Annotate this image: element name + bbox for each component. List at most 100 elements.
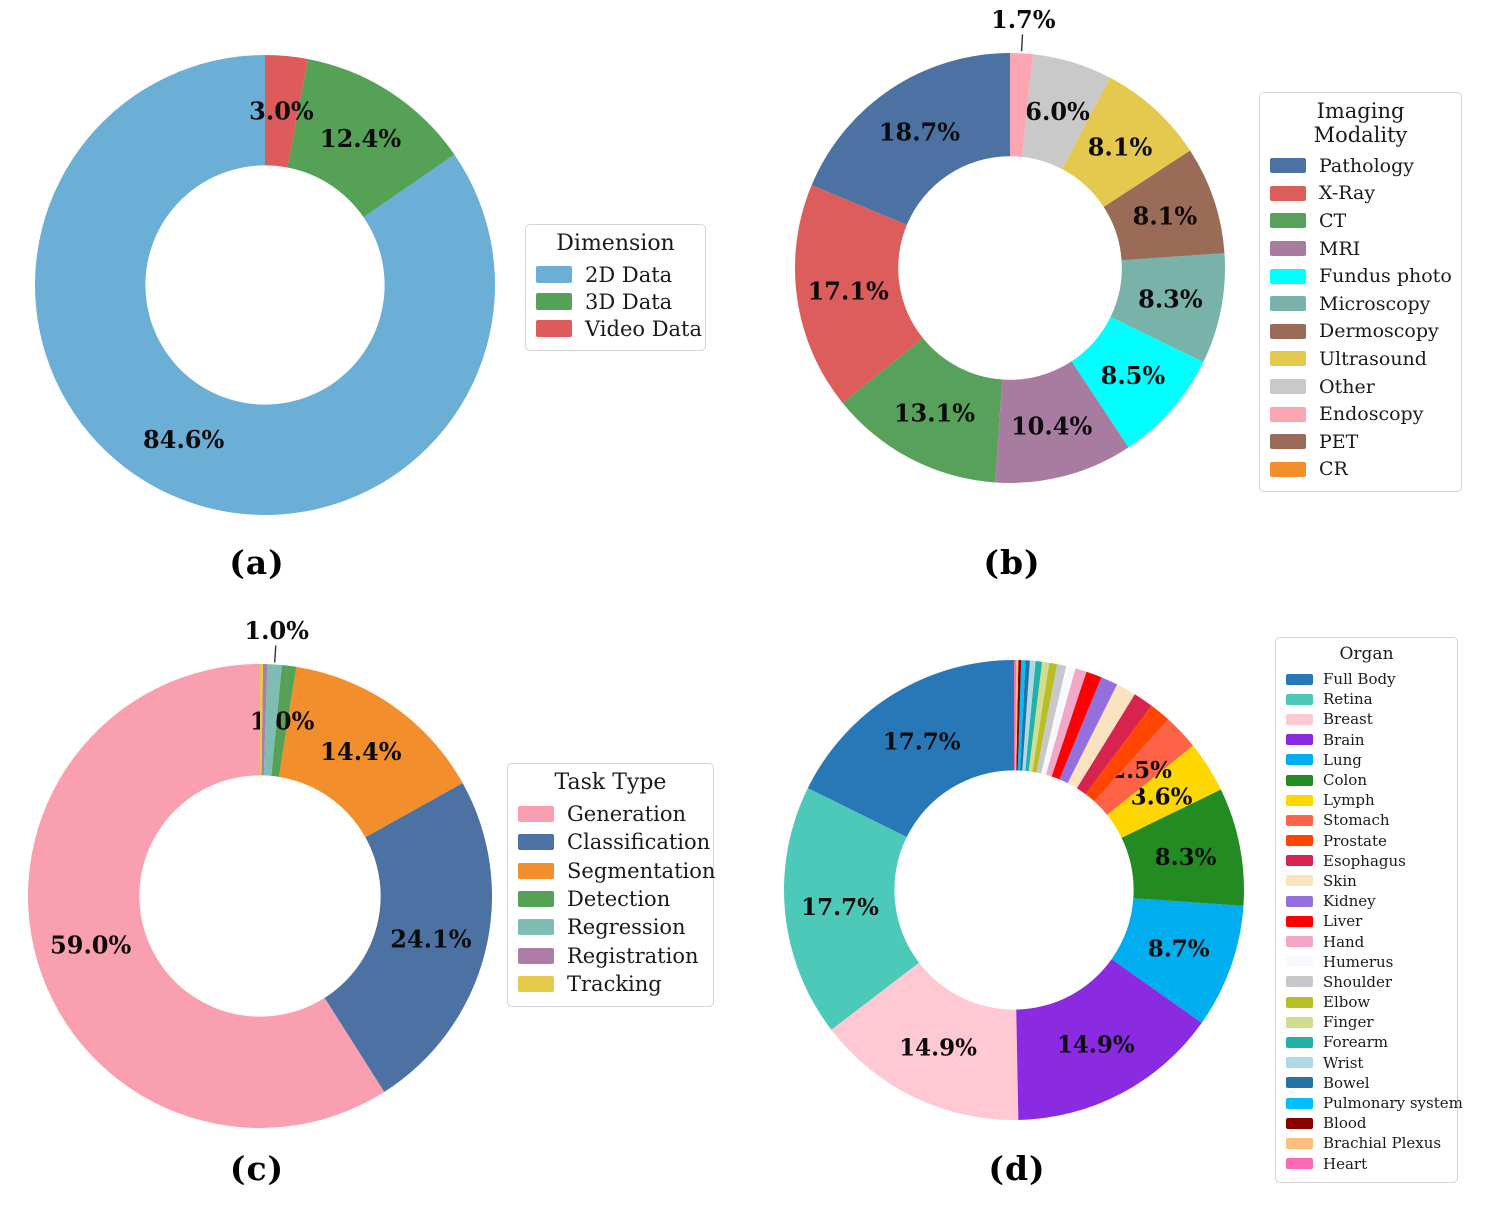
legend-swatch-ct <box>1270 213 1306 229</box>
slice-d-lung <box>1111 898 1244 1023</box>
legend-swatch-classification <box>518 834 554 851</box>
legend-label-2d-data: 2D Data <box>585 262 673 287</box>
legend-swatch-liver <box>1286 915 1313 927</box>
legend-item-esophagus: Esophagus <box>1286 851 1447 871</box>
legend-label-detection: Detection <box>567 887 671 912</box>
legend-swatch-hand <box>1286 936 1313 948</box>
legend-label-segmentation: Segmentation <box>567 858 716 883</box>
slice-c-regression <box>263 664 282 776</box>
pct-label-d-retina: 17.7% <box>801 894 879 921</box>
slice-b-ultrasound <box>1062 77 1191 207</box>
slice-a-video-data <box>265 55 309 168</box>
pct-label-d-breast: 14.9% <box>899 1035 977 1062</box>
legend-item-generation: Generation <box>518 800 703 828</box>
legend-title-dimension: Dimension <box>556 231 675 256</box>
slice-d-heart <box>1014 660 1017 771</box>
legend-item-endoscopy: Endoscopy <box>1270 400 1451 428</box>
legend-item-pathology: Pathology <box>1270 152 1451 180</box>
legend-item-forearm: Forearm <box>1286 1032 1447 1052</box>
legend-item-humerus: Humerus <box>1286 952 1447 972</box>
pct-label-b-ct: 13.1% <box>894 398 975 427</box>
legend-swatch-brachial-plexus <box>1286 1137 1313 1149</box>
legend-swatch-cr <box>1270 461 1306 477</box>
pct-label-d-full-body: 17.7% <box>883 729 961 756</box>
pct-label-b-fundus-photo: 8.5% <box>1101 361 1166 390</box>
legend-items-organ: Full Body Retina Breast Brain Lung Colon Lymph… <box>1286 669 1463 1174</box>
legend-item-x-ray: X-Ray <box>1270 180 1451 208</box>
slice-d-brachial-plexus <box>1015 660 1019 771</box>
legend-item-liver: Liver <box>1286 911 1447 931</box>
legend-swatch-lung <box>1286 754 1313 766</box>
slice-b-other <box>1021 54 1111 170</box>
legend-item-finger: Finger <box>1286 1012 1447 1032</box>
legend-label-endoscopy: Endoscopy <box>1319 403 1424 426</box>
legend-swatch-pulmonary-system <box>1286 1097 1313 1109</box>
legend-item-3d-data: 3D Data <box>536 288 695 315</box>
legend-label-forearm: Forearm <box>1323 1033 1389 1052</box>
pct-label-d-lymph: 3.6% <box>1131 783 1193 810</box>
legend-swatch-2d-data <box>536 266 572 283</box>
slice-d-kidney <box>1059 677 1118 784</box>
legend-label-ultrasound: Ultrasound <box>1319 347 1427 370</box>
legend-label-mri: MRI <box>1319 237 1361 260</box>
legend-item-full-body: Full Body <box>1286 669 1447 689</box>
slice-d-pulmonary-system <box>1017 660 1026 771</box>
legend-item-regression: Regression <box>518 913 703 941</box>
legend-swatch-fundus-photo <box>1270 268 1306 284</box>
slice-c-segmentation <box>278 666 463 838</box>
legend-item-bowel: Bowel <box>1286 1073 1447 1093</box>
legend-item-microscopy: Microscopy <box>1270 290 1451 318</box>
pct-label-b-pathology: 18.7% <box>879 117 960 146</box>
slice-d-blood <box>1016 660 1022 771</box>
legend-label-esophagus: Esophagus <box>1323 851 1406 870</box>
pct-label-c-detection: 1.0% <box>250 706 315 735</box>
slice-d-brain <box>1016 959 1202 1120</box>
pct-label-b-dermoscopy: 8.1% <box>1133 201 1198 230</box>
slice-c-registration <box>261 664 268 776</box>
legend-item-stomach: Stomach <box>1286 810 1447 830</box>
legend-label-ct: CT <box>1319 209 1347 232</box>
slice-d-full-body <box>807 660 1014 838</box>
legend-item-2d-data: 2D Data <box>536 261 695 288</box>
legend-item-fundus-photo: Fundus photo <box>1270 262 1452 290</box>
legend-label-finger: Finger <box>1323 1013 1374 1032</box>
slice-d-elbow <box>1032 662 1058 773</box>
legend-swatch-regression <box>518 919 554 936</box>
legend-item-hand: Hand <box>1286 931 1447 951</box>
legend-swatch-retina <box>1286 693 1313 705</box>
legend-swatch-detection <box>518 891 554 908</box>
slice-d-colon <box>1121 789 1244 906</box>
slice-d-stomach <box>1094 719 1194 815</box>
legend-label-lymph: Lymph <box>1323 791 1375 810</box>
legend-label-dermoscopy: Dermoscopy <box>1319 320 1439 343</box>
legend-swatch-pet <box>1270 434 1306 450</box>
slice-b-pathology <box>811 53 1010 225</box>
pct-leader-b-endoscopy <box>1020 34 1024 52</box>
slice-d-finger <box>1028 661 1050 772</box>
slice-d-wrist <box>1022 660 1036 771</box>
legend-imaging-modality: Imaging Modality Pathology X-Ray CT MRI Fund… <box>1259 92 1462 493</box>
slice-c-tracking <box>260 664 263 776</box>
legend-label-bowel: Bowel <box>1323 1073 1370 1092</box>
slice-d-forearm <box>1025 661 1043 772</box>
legend-label-tracking: Tracking <box>567 971 662 996</box>
legend-label-hand: Hand <box>1323 932 1365 951</box>
caption-c: (c) <box>229 1149 285 1188</box>
pct-label-a-video-data: 3.0% <box>249 96 314 125</box>
slice-d-bowel <box>1020 660 1030 771</box>
pct-label-c-regression: 1.0% <box>244 616 309 645</box>
slice-b-x-ray <box>795 185 923 403</box>
legend-item-kidney: Kidney <box>1286 891 1447 911</box>
legend-label-skin: Skin <box>1323 871 1357 890</box>
slice-b-microscopy <box>1110 253 1226 362</box>
pct-label-c-classification: 24.1% <box>390 925 471 954</box>
legend-title-imaging-modality: Imaging Modality <box>1313 99 1408 147</box>
slice-c-generation <box>27 664 385 1128</box>
slice-b-endoscopy <box>1010 53 1033 157</box>
legend-item-prostate: Prostate <box>1286 831 1447 851</box>
legend-label-liver: Liver <box>1323 912 1363 931</box>
slice-b-dermoscopy <box>1103 150 1225 261</box>
legend-item-lymph: Lymph <box>1286 790 1447 810</box>
legend-swatch-segmentation <box>518 862 554 879</box>
